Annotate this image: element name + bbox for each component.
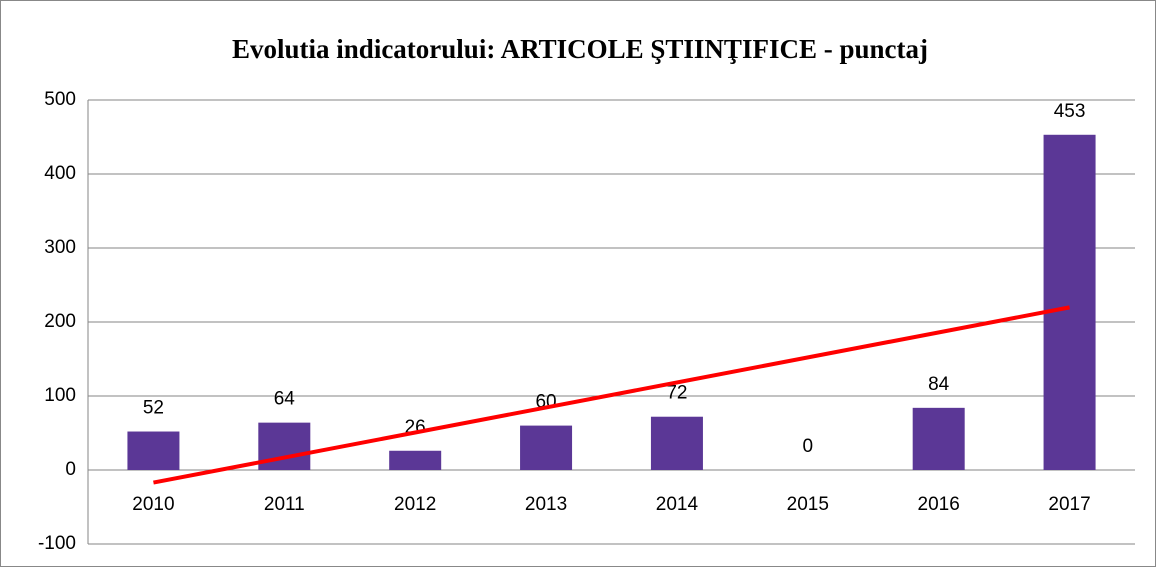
chart-title: Evolutia indicatorului: ARTICOLE ŞTIINŢI…: [232, 34, 928, 64]
y-tick-label: 0: [65, 459, 76, 480]
bar: [520, 425, 573, 470]
x-tick-label: 2011: [264, 494, 305, 515]
bar: [912, 407, 965, 470]
y-tick-label: -100: [38, 533, 76, 554]
data-label: 453: [1054, 101, 1086, 122]
y-tick-label: 100: [44, 385, 76, 406]
x-tick-label: 2015: [787, 494, 829, 515]
x-tick-label: 2014: [656, 494, 699, 515]
trendline: [153, 305, 1070, 485]
data-label: 52: [143, 398, 164, 419]
x-tick-label: 2013: [525, 494, 567, 515]
data-label: 84: [928, 374, 950, 395]
y-tick-label: 500: [44, 89, 76, 110]
x-tick-label: 2016: [918, 494, 960, 515]
x-tick-label: 2012: [394, 494, 436, 515]
x-tick-label: 2017: [1048, 494, 1090, 515]
y-tick-label: 300: [44, 237, 76, 258]
x-tick-label: 2010: [132, 494, 174, 515]
bar: [389, 450, 442, 470]
data-label: 64: [274, 389, 296, 410]
data-label: 72: [666, 383, 687, 404]
y-tick-label: 400: [44, 163, 76, 184]
bar: [127, 431, 180, 470]
bar: [650, 416, 703, 470]
data-label: 0: [803, 436, 814, 457]
bar: [1043, 134, 1096, 470]
y-tick-label: 200: [44, 311, 76, 332]
